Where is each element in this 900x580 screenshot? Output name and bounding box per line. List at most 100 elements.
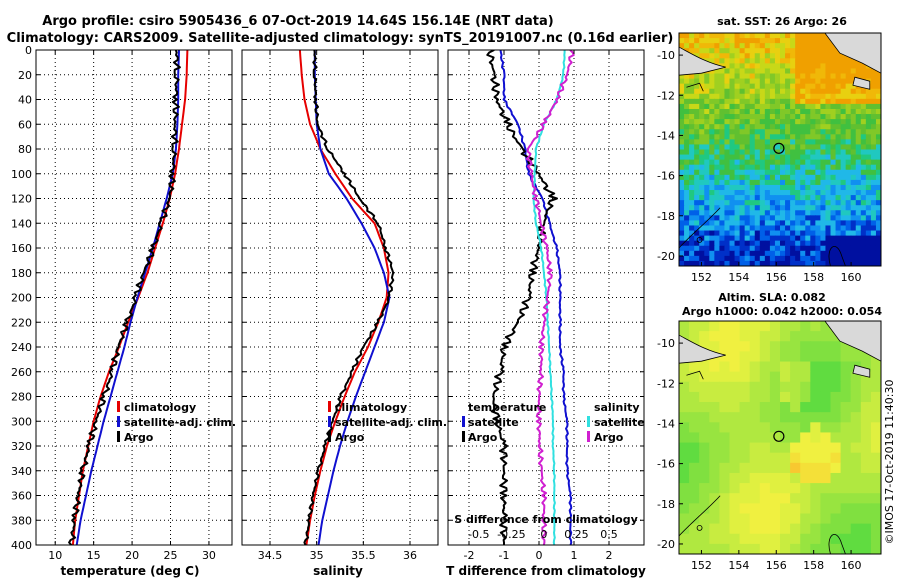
legend-label-satellite: satellite-adj. clim. xyxy=(335,416,447,429)
temperature-profile-panel: 0 20 40 60 80 100 120 140 160 180 200 220 240 260 280 3… xyxy=(11,44,233,562)
lat-tick-label: -20 xyxy=(657,250,675,263)
argo-position-marker xyxy=(773,430,785,442)
imos-credit: ©IMOS 17-Oct-2019 11:40:30 xyxy=(883,379,896,544)
argo-position-marker xyxy=(773,142,785,154)
y-tick-label: 20 xyxy=(18,69,32,82)
legend-swatch-t-satellite xyxy=(462,416,465,427)
y-tick-label: 360 xyxy=(11,490,32,503)
island-shape xyxy=(824,321,881,362)
plot-frame xyxy=(241,49,439,546)
y-tick-label: 160 xyxy=(11,242,32,255)
legend-label-s-argo: Argo xyxy=(594,431,624,444)
legend-label-climatology: climatology xyxy=(335,401,407,414)
sst-map: 152 154 156 158 160 -10 -12 -14 -16 -18 -20 xyxy=(657,32,882,284)
s-scale-tick-label: 0.25 xyxy=(564,528,589,541)
x-tick-label: 34.5 xyxy=(258,549,283,562)
y-tick-label: 0 xyxy=(25,44,32,57)
series-line-argo xyxy=(303,50,395,545)
legend-title-temperature: temperature xyxy=(468,401,546,414)
lon-tick-label: 156 xyxy=(766,559,787,572)
x-tick-label: -2 xyxy=(464,549,475,562)
y-tick-label: 220 xyxy=(11,316,32,329)
series-line-temperature-argo xyxy=(486,50,558,545)
reef-outline xyxy=(686,82,704,92)
map-frame xyxy=(678,32,882,267)
series-line-temperature-satellite xyxy=(499,50,573,545)
x-tick-label: 1 xyxy=(571,549,578,562)
coastline xyxy=(679,33,881,266)
series-line-climatology xyxy=(298,50,390,545)
map-frame xyxy=(678,320,882,555)
y-tick-label: 320 xyxy=(11,440,32,453)
salinity-panel-legend: climatology satellite-adj. clim. Argo xyxy=(328,401,447,444)
y-tick-label: 60 xyxy=(18,118,32,131)
lat-tick-label: -12 xyxy=(657,89,675,102)
y-tick-label: 300 xyxy=(11,415,32,428)
salinity-axis-label: salinity xyxy=(313,564,363,578)
y-tick-label: 380 xyxy=(11,514,32,527)
lon-tick-label: 160 xyxy=(841,559,862,572)
legend-swatch-climatology xyxy=(328,401,331,412)
series-line-salinity-argo xyxy=(525,50,575,545)
legend-swatch-satellite xyxy=(117,416,120,427)
y-tick-label: 280 xyxy=(11,391,32,404)
lon-tick-label: 154 xyxy=(728,559,749,572)
legend-label-argo: Argo xyxy=(335,431,365,444)
legend-swatch-s-argo xyxy=(587,431,590,442)
sla-map-title-line-2: Argo h1000: 0.042 h2000: 0.054 xyxy=(682,305,882,318)
x-tick-label: 2 xyxy=(606,549,613,562)
legend-label-t-satellite: satellite xyxy=(468,416,519,429)
legend-swatch-t-argo xyxy=(462,431,465,442)
legend-label-s-satellite: satellite xyxy=(594,416,645,429)
reef-outline xyxy=(828,246,846,266)
lat-tick-label: -16 xyxy=(657,458,675,471)
legend-label-t-argo: Argo xyxy=(468,431,498,444)
y-tick-label: 180 xyxy=(11,267,32,280)
lon-tick-label: 152 xyxy=(691,271,712,284)
temperature-axis-label: temperature (deg C) xyxy=(61,564,200,578)
x-tick-label: 20 xyxy=(125,549,139,562)
lat-tick-label: -10 xyxy=(657,337,675,350)
figure-title-line-2: Climatology: CARS2009. Satellite-adjuste… xyxy=(7,31,674,46)
lat-tick-label: -16 xyxy=(657,170,675,183)
lat-tick-label: -20 xyxy=(657,538,675,551)
coast-shape xyxy=(679,334,726,364)
reef-outline xyxy=(679,495,721,537)
map-raster xyxy=(679,321,881,554)
legend-swatch-s-satellite xyxy=(587,416,590,427)
y-tick-label: 400 xyxy=(11,539,32,552)
legend-swatch-climatology xyxy=(117,401,120,412)
x-tick-label: 35.5 xyxy=(351,549,376,562)
x-tick-label: 36 xyxy=(403,549,417,562)
reef-outline xyxy=(686,370,704,380)
lon-tick-label: 156 xyxy=(766,271,787,284)
coast-shape xyxy=(679,46,726,76)
temperature-panel-legend: climatology satellite-adj. clim. Argo xyxy=(117,401,236,444)
y-tick-label: 260 xyxy=(11,366,32,379)
legend-swatch-satellite xyxy=(328,416,331,427)
lat-tick-label: -14 xyxy=(657,129,675,142)
difference-panel-legend: temperature satellite Argo salinity sate… xyxy=(462,401,645,444)
sst-map-title: sat. SST: 26 Argo: 26 xyxy=(717,15,847,28)
lon-tick-label: 158 xyxy=(803,559,824,572)
s-scale-tick-label: 0.5 xyxy=(600,528,618,541)
lat-tick-label: -18 xyxy=(657,498,675,511)
figure-title-line-1: Argo profile: csiro 5905436_6 07-Oct-201… xyxy=(42,14,553,29)
lat-tick-label: -10 xyxy=(657,49,675,62)
sla-map-title-line-1: Altim. SLA: 0.082 xyxy=(718,291,825,304)
y-tick-label: 100 xyxy=(11,168,32,181)
s-scale-tick-label: 0 xyxy=(540,528,547,541)
s-scale-tick-label: -0.25 xyxy=(497,528,525,541)
lat-tick-label: -12 xyxy=(657,377,675,390)
s-scale-tick-label: -0.5 xyxy=(468,528,489,541)
reef-outline xyxy=(696,236,703,243)
x-tick-label: 30 xyxy=(202,549,216,562)
x-tick-label: 25 xyxy=(164,549,178,562)
reef-outline xyxy=(696,524,703,531)
island-shape xyxy=(852,76,871,90)
legend-label-climatology: climatology xyxy=(124,401,196,414)
s-difference-axis-label: S difference from climatology xyxy=(454,513,638,526)
legend-label-satellite: satellite-adj. clim. xyxy=(124,416,236,429)
x-tick-label: -1 xyxy=(499,549,510,562)
